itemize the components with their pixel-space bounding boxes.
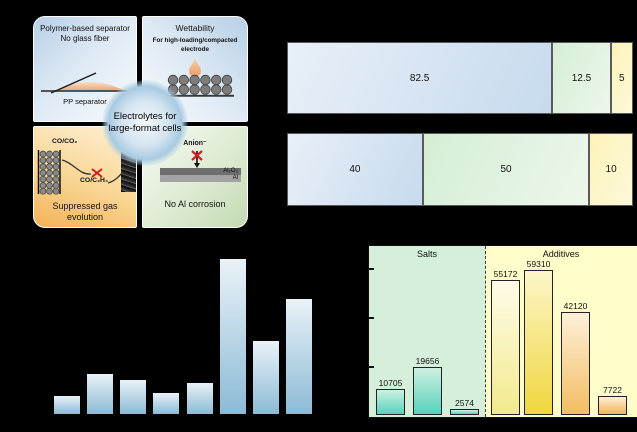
stacked-segment: 50 — [422, 133, 590, 206]
al-label: Al — [232, 175, 238, 181]
wettability-title: Wettability — [175, 23, 215, 33]
bar — [450, 408, 479, 415]
bar-value-label: 42120 — [563, 301, 588, 312]
electrode-particles-drawing — [166, 59, 234, 97]
al-layer: Al — [160, 175, 241, 182]
separator-title-line2: No glass fiber — [60, 34, 110, 44]
al2o3-label: Al₂O₃ — [223, 168, 238, 174]
bar-value-label: 55172 — [493, 269, 518, 280]
stacked-segment: 82.5 — [287, 42, 553, 114]
bar — [87, 374, 114, 414]
bar — [252, 340, 279, 414]
additives-zone-label: Additives — [542, 249, 580, 259]
zone-divider — [485, 246, 486, 417]
center-label-line1: Electrolytes for — [113, 110, 177, 122]
stacked-segment: 5 — [610, 42, 633, 114]
separator-caption: PP separator — [63, 97, 107, 106]
bar — [286, 298, 313, 414]
bar — [524, 270, 553, 415]
bar-value-label: 59310 — [526, 259, 551, 269]
stacked-bar-row-2: 40 50 10 — [287, 133, 633, 206]
bar — [219, 259, 246, 414]
stacked-segment-value: 10 — [605, 164, 617, 175]
stacked-segment: 10 — [589, 133, 633, 206]
bar — [120, 380, 147, 414]
quadrant-wettability: Wettability For high-loading/compacted e… — [142, 16, 248, 122]
center-label-line2: large-format cells — [108, 123, 182, 134]
bar — [54, 396, 80, 414]
anion-block-drawing — [191, 150, 203, 168]
gas-caption: Suppressed gas evolution — [34, 201, 136, 224]
bar — [153, 393, 180, 414]
wettability-subtitle-line1: For high-loading/compacted — [152, 37, 238, 44]
gas-caption-line2: evolution — [66, 212, 104, 223]
wettability-subtitle-line2: electrode — [181, 46, 209, 54]
center-bubble: Electrolytes for large-format cells — [102, 80, 188, 166]
y-axis-tick — [369, 317, 374, 319]
wettability-subtitle: For high-loading/compacted electrode — [143, 36, 247, 55]
stacked-segment-value: 82.5 — [409, 72, 430, 84]
salts-zone-label: Salts — [416, 249, 438, 259]
stacked-segment: 40 — [287, 133, 423, 206]
y-axis-tick — [369, 366, 374, 368]
salts-additives-chart: Salts Additives 10705 19656 2574 55172 59310… — [368, 245, 637, 418]
stacked-segment-value: 40 — [349, 164, 361, 175]
quadrant-separator: Polymer-based separator No glass fiber P… — [33, 16, 137, 122]
bar-value-label: 19656 — [415, 355, 440, 366]
bar — [376, 388, 405, 415]
bar — [491, 280, 520, 415]
stacked-bar-row-1: 82.5 12.5 5 — [287, 42, 633, 114]
bar-value-label: 10705 — [378, 377, 403, 388]
bar-value-label: 7722 — [603, 385, 622, 396]
gas-label-c2h4: CO/C₂H₄ — [80, 177, 109, 184]
bar — [186, 383, 213, 414]
gas-suppression-drawing — [37, 150, 135, 195]
stacked-segment-value: 50 — [500, 164, 512, 175]
stacked-segment-value: 5 — [619, 72, 625, 84]
separator-title-line1: Polymer-based separator — [40, 24, 130, 33]
gas-caption-line1: Suppressed gas — [52, 201, 118, 211]
al2o3-layer: Al₂O₃ — [160, 168, 241, 175]
bar — [598, 396, 627, 415]
gas-label-co2: CO/CO₂ — [52, 138, 78, 145]
stacked-segment-value: 12.5 — [571, 72, 592, 84]
corrosion-caption: No Al corrosion — [164, 199, 226, 209]
bar — [413, 366, 442, 415]
stacked-segment: 12.5 — [552, 42, 611, 114]
separator-title: Polymer-based separator No glass fiber — [34, 24, 136, 45]
bar-value-label: 2574 — [455, 397, 474, 408]
y-axis-tick — [369, 268, 374, 270]
bar — [561, 312, 590, 415]
anion-label: Anion⁻ — [183, 140, 207, 147]
